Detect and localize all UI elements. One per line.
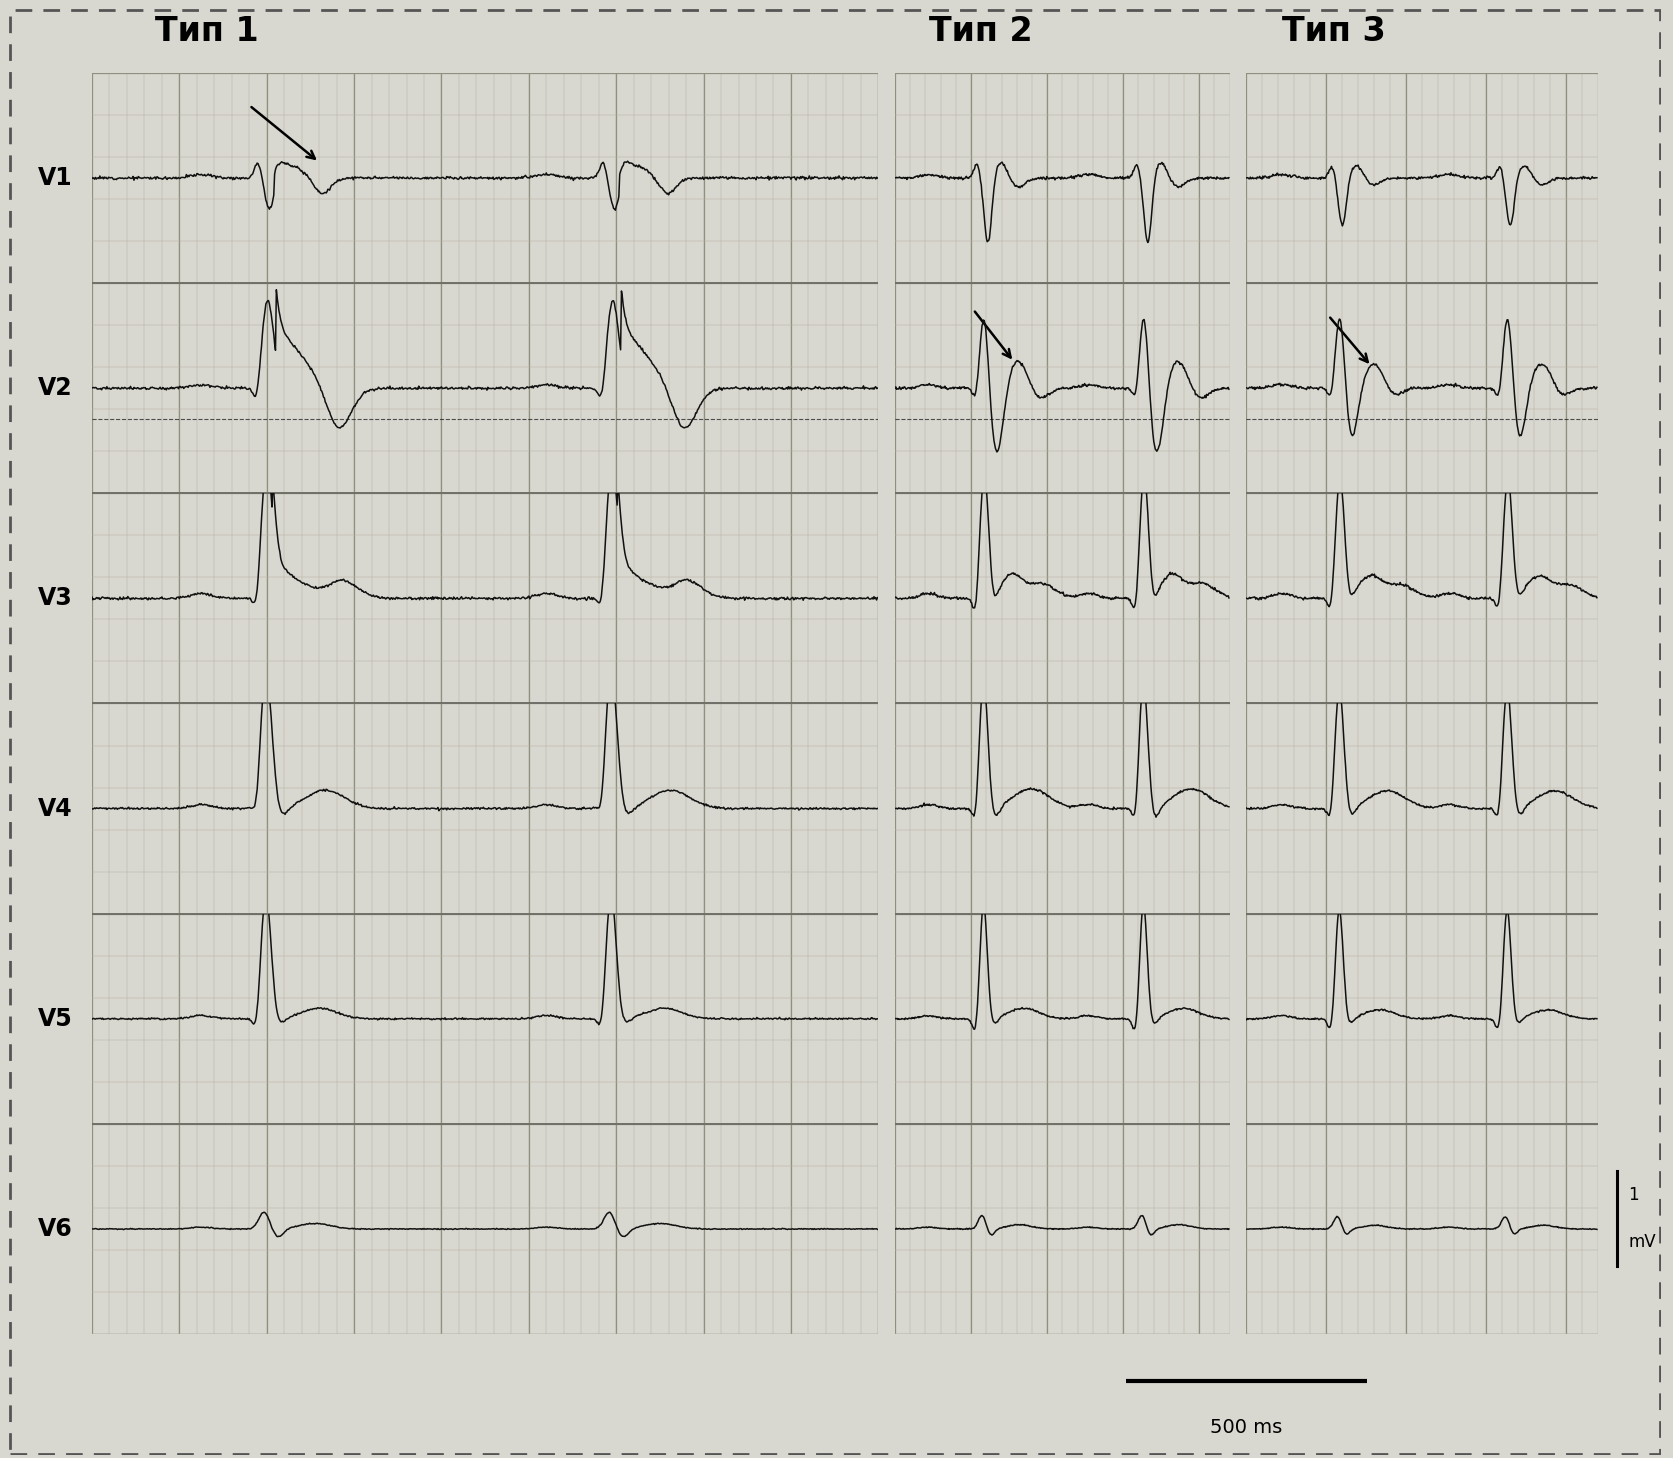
Text: V1: V1 bbox=[38, 166, 72, 190]
Text: V3: V3 bbox=[37, 586, 72, 611]
Text: V5: V5 bbox=[37, 1007, 72, 1031]
Text: Тип 1: Тип 1 bbox=[156, 15, 259, 48]
Text: Тип 2: Тип 2 bbox=[929, 15, 1032, 48]
Text: Тип 3: Тип 3 bbox=[1282, 15, 1385, 48]
Text: V6: V6 bbox=[37, 1217, 72, 1241]
Text: mV: mV bbox=[1628, 1232, 1656, 1251]
Text: 500 ms: 500 ms bbox=[1210, 1417, 1283, 1438]
Text: 1: 1 bbox=[1628, 1187, 1640, 1204]
Text: V4: V4 bbox=[38, 796, 72, 821]
Text: V2: V2 bbox=[38, 376, 72, 399]
